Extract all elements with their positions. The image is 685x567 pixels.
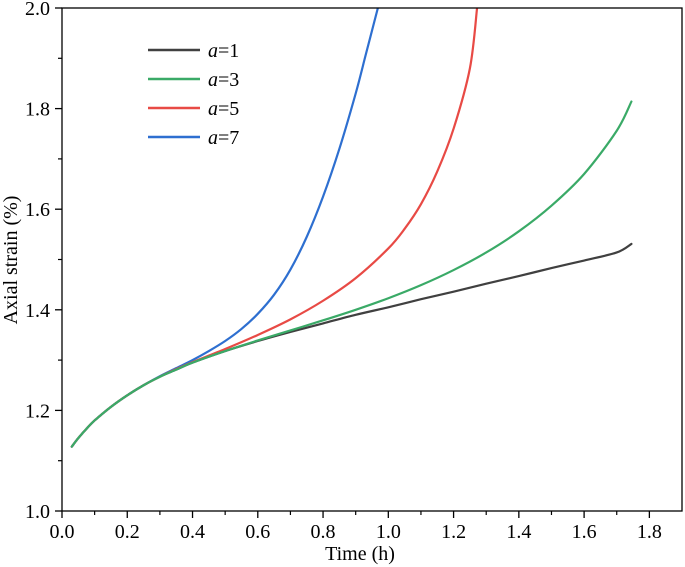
legend-label-variable: a bbox=[208, 98, 218, 120]
x-tick-label: 1.6 bbox=[572, 521, 597, 543]
x-tick-label: 0.0 bbox=[50, 521, 75, 543]
y-tick-label: 2.0 bbox=[25, 0, 50, 20]
y-tick-label: 1.4 bbox=[25, 300, 50, 322]
x-tick-label: 0.2 bbox=[115, 521, 140, 543]
y-tick-label: 1.2 bbox=[25, 400, 50, 422]
x-axis-title: Time (h) bbox=[325, 543, 395, 565]
legend-label-value: =7 bbox=[218, 127, 239, 149]
x-tick-label: 0.8 bbox=[311, 521, 336, 543]
legend-label: a=3 bbox=[208, 69, 239, 91]
x-tick-label: 0.4 bbox=[180, 521, 205, 543]
legend-label: a=7 bbox=[208, 127, 239, 149]
x-tick-label: 1.0 bbox=[376, 521, 401, 543]
legend: a=1a=3a=5a=7 bbox=[148, 40, 239, 149]
series-line-a5 bbox=[70, 8, 479, 448]
legend-label-value: =1 bbox=[218, 40, 239, 62]
legend-label-value: =3 bbox=[218, 69, 239, 91]
series-line-a1 bbox=[70, 242, 633, 448]
legend-item: a=5 bbox=[148, 98, 239, 120]
legend-label-variable: a bbox=[208, 69, 218, 91]
legend-item: a=1 bbox=[148, 40, 239, 62]
legend-label: a=5 bbox=[208, 98, 239, 120]
legend-label-variable: a bbox=[208, 40, 218, 62]
legend-item: a=7 bbox=[148, 127, 239, 149]
axes-layer: 0.0 0.2 0.4 0.6 0.8 1.0 1.2 1.4 1.6 1.8 1.0 1.2 1.4 1… bbox=[25, 0, 683, 543]
x-tick-label: 1.4 bbox=[506, 521, 531, 543]
y-axis-title: Axial strain (%) bbox=[0, 196, 22, 325]
x-tick-label: 1.8 bbox=[637, 521, 662, 543]
legend-item: a=3 bbox=[148, 69, 239, 91]
legend-label-value: =5 bbox=[218, 98, 239, 120]
y-tick-label: 1.0 bbox=[25, 501, 50, 523]
x-tick-label: 1.2 bbox=[441, 521, 466, 543]
legend-label: a=1 bbox=[208, 40, 239, 62]
legend-label-variable: a bbox=[208, 127, 218, 149]
y-tick-label: 1.8 bbox=[25, 99, 50, 121]
x-tick-label: 0.6 bbox=[245, 521, 270, 543]
series-layer bbox=[70, 8, 633, 448]
y-tick-label: 1.6 bbox=[25, 199, 50, 221]
series-line-a3 bbox=[70, 100, 633, 448]
